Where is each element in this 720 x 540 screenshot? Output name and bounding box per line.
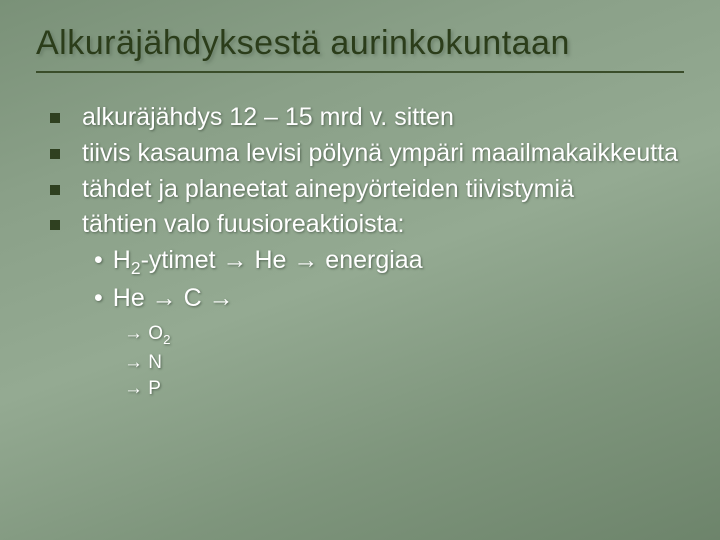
sub-bullet-text: H2-ytimet → He → energiaa: [113, 244, 423, 281]
bullet-item: tiivis kasauma levisi pölynä ympäri maai…: [50, 137, 684, 171]
tertiary-list: → O2 → N → P: [50, 321, 684, 403]
sub-bullet-text: He → C →: [113, 282, 234, 316]
bullet-text: alkuräjähdys 12 – 15 mrd v. sitten: [82, 101, 454, 135]
bullet-item: tähdet ja planeetat ainepyörteiden tiivi…: [50, 173, 684, 207]
dot-bullet-icon: •: [94, 244, 103, 278]
bullet-item: alkuräjähdys 12 – 15 mrd v. sitten: [50, 101, 684, 135]
sub-bullet-item: • H2-ytimet → He → energiaa: [94, 244, 684, 281]
tertiary-item: → P: [124, 376, 684, 403]
square-bullet-icon: [50, 149, 60, 159]
bullet-item: tähtien valo fuusioreaktioista:: [50, 208, 684, 242]
bullet-text: tähtien valo fuusioreaktioista:: [82, 208, 404, 242]
slide: Alkuräjähdyksestä aurinkokuntaan alkuräj…: [0, 0, 720, 540]
square-bullet-icon: [50, 113, 60, 123]
slide-content: alkuräjähdys 12 – 15 mrd v. sitten tiivi…: [36, 101, 684, 403]
sub-bullet-item: • He → C →: [94, 282, 684, 316]
bullet-text: tiivis kasauma levisi pölynä ympäri maai…: [82, 137, 678, 171]
square-bullet-icon: [50, 220, 60, 230]
tertiary-item: → O2: [124, 321, 684, 349]
sub-bullet-list: • H2-ytimet → He → energiaa • He → C →: [50, 244, 684, 315]
bullet-text: tähdet ja planeetat ainepyörteiden tiivi…: [82, 173, 574, 207]
square-bullet-icon: [50, 185, 60, 195]
tertiary-item: → N: [124, 350, 684, 377]
dot-bullet-icon: •: [94, 282, 103, 316]
slide-title: Alkuräjähdyksestä aurinkokuntaan: [36, 24, 684, 73]
